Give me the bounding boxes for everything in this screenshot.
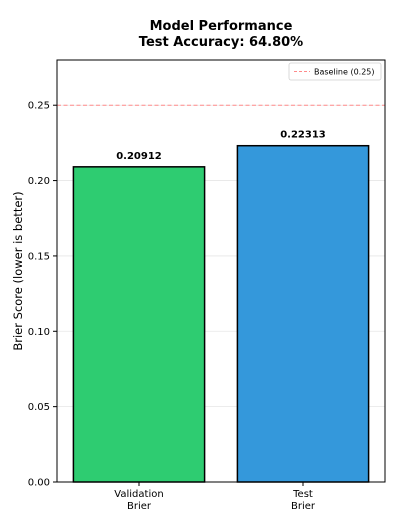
x-tick-label: Brier [291, 501, 316, 512]
y-tick-label: 0.05 [28, 402, 50, 413]
y-tick-label: 0.20 [28, 176, 50, 187]
y-tick-label: 0.25 [28, 101, 50, 112]
bar-value-label: 0.22313 [280, 130, 326, 141]
bars-layer [72, 144, 370, 483]
y-tick-label: 0.00 [28, 478, 50, 489]
bar-value-label: 0.20912 [116, 151, 162, 162]
x-tick-label: Test [292, 489, 313, 500]
y-axis-label: Brier Score (lower is better) [11, 191, 25, 350]
chart-title: Model Performance [150, 19, 293, 34]
bar [72, 166, 206, 483]
y-axis: 0.00 0.05 0.10 0.15 0.20 0.25 [28, 101, 57, 489]
plot-frame [56, 59, 386, 483]
data-labels-layer: 0.20912 0.22313 [116, 130, 326, 162]
y-tick-label: 0.10 [28, 327, 50, 338]
bar [236, 144, 370, 483]
x-tick-label: Brier [127, 501, 152, 512]
legend-entry-baseline: Baseline (0.25) [314, 68, 375, 77]
legend-box [288, 62, 382, 81]
y-tick-label: 0.15 [28, 251, 50, 262]
legend: Baseline (0.25) [288, 62, 382, 81]
x-tick-label: Validation [114, 489, 163, 500]
chart-subtitle: Test Accuracy: 64.80% [139, 35, 303, 50]
